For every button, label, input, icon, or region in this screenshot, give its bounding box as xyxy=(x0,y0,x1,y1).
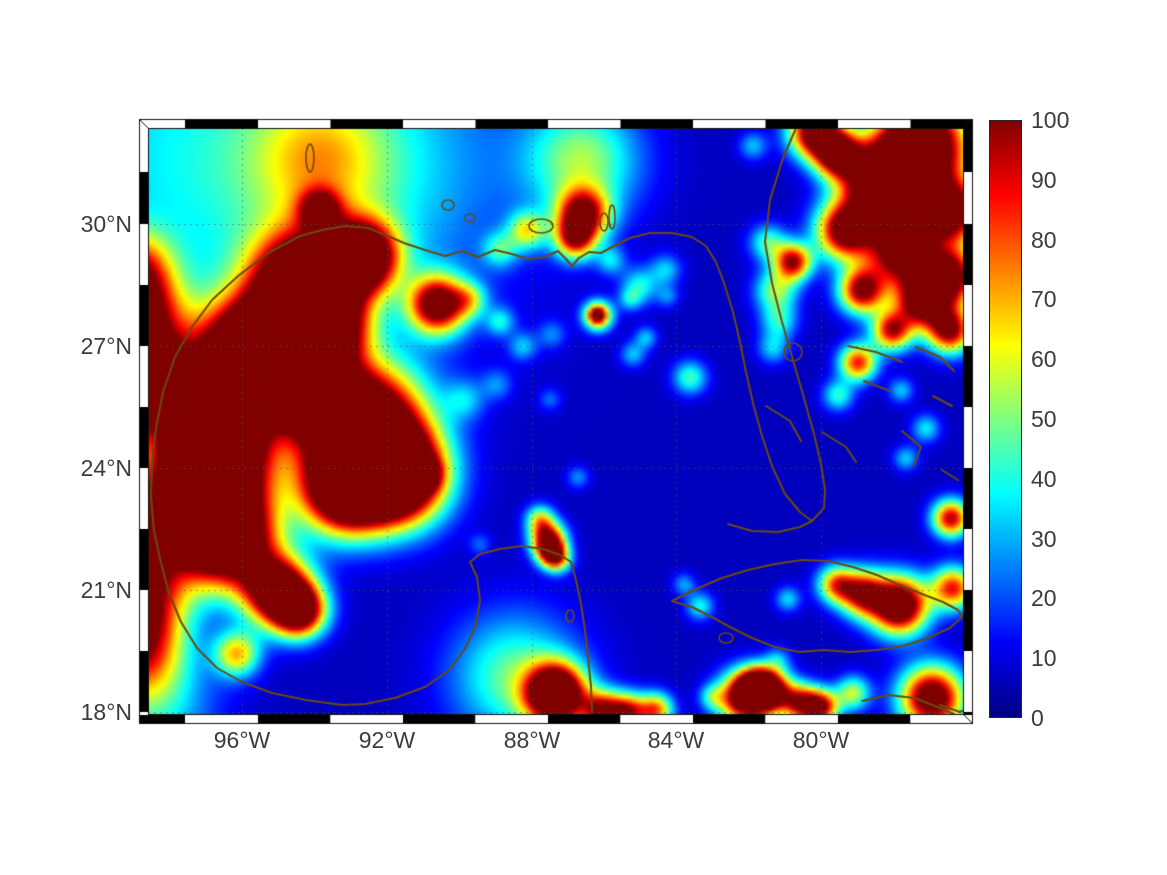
colorbar-tick-label: 80 xyxy=(1031,227,1057,253)
colorbar-tick-label: 50 xyxy=(1031,406,1057,432)
lon-tick-label: 80°W xyxy=(792,727,850,753)
colorbar-tick-label: 10 xyxy=(1031,645,1057,671)
colorbar-tick-label: 90 xyxy=(1031,167,1057,193)
colorbar-tick-label: 0 xyxy=(1031,705,1044,731)
colorbar-tick-label: 20 xyxy=(1031,585,1057,611)
lat-tick-label: 18°N xyxy=(80,699,132,725)
lat-tick-label: 27°N xyxy=(80,333,132,359)
colorbar-tick-label: 40 xyxy=(1031,466,1057,492)
lat-tick-label: 21°N xyxy=(80,577,132,603)
lon-tick-label: 92°W xyxy=(358,727,416,753)
colorbar-tick-label: 30 xyxy=(1031,526,1057,552)
colorbar-tick-label: 100 xyxy=(1031,107,1070,133)
colorbar-tick-label: 70 xyxy=(1031,286,1057,312)
colorbar-tick-label: 60 xyxy=(1031,346,1057,372)
lon-tick-label: 84°W xyxy=(647,727,705,753)
lon-tick-label: 96°W xyxy=(213,727,271,753)
lat-tick-label: 30°N xyxy=(80,211,132,237)
lon-tick-label: 88°W xyxy=(503,727,561,753)
colorbar xyxy=(989,120,1022,718)
lat-tick-label: 24°N xyxy=(80,455,132,481)
